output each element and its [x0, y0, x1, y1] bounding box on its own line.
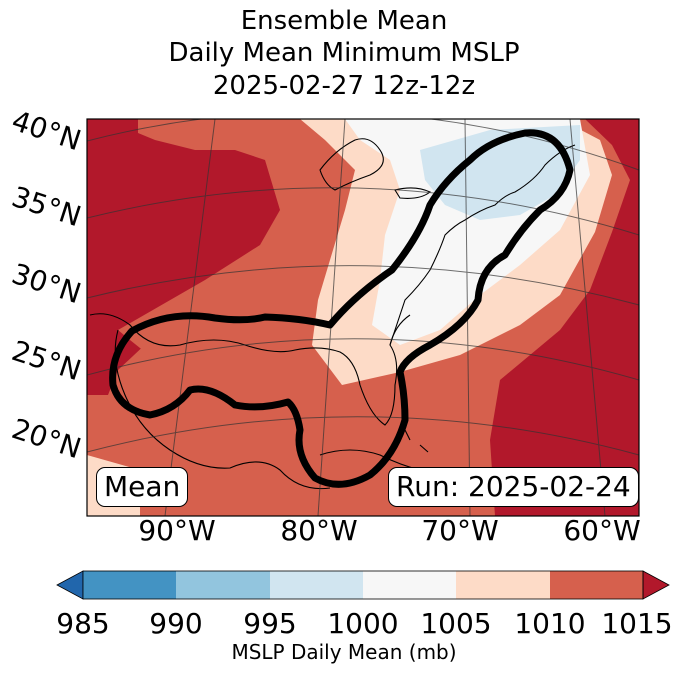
- run-label-box: Run: 2025-02-24: [388, 467, 639, 507]
- colorbar-extend-low: [56, 570, 84, 600]
- colorbar: [56, 570, 670, 600]
- great-lakes: [319, 138, 384, 191]
- colorbar-tick-985: 985: [56, 607, 110, 640]
- title-line-3: 2025-02-27 12z-12z: [212, 71, 476, 101]
- colorbar-bin-1000-1005: [363, 571, 456, 599]
- lon-label-60w: 60°W: [563, 514, 641, 547]
- lake-ontario: [394, 187, 432, 199]
- title-line-2: Daily Mean Minimum MSLP: [168, 38, 520, 68]
- colorbar-bin-995-1000: [270, 571, 363, 599]
- mean-label-box: Mean: [96, 467, 189, 507]
- colorbar-tick-1000: 1000: [327, 607, 399, 640]
- colorbar-bin-990-995: [176, 571, 270, 599]
- bahamas: [404, 429, 429, 453]
- lon-label-80w: 80°W: [280, 514, 358, 547]
- lon-label-70w: 70°W: [421, 514, 499, 547]
- meridian-60w: [569, 119, 606, 516]
- colorbar-bin-1010-1015: [550, 571, 643, 599]
- coastlines: [89, 138, 576, 490]
- parallel-30n: [87, 265, 639, 306]
- ensemble-contour: [109, 129, 574, 488]
- meridian-80w: [317, 119, 346, 516]
- colorbar-tick-995: 995: [243, 607, 297, 640]
- parallel-25n: [87, 338, 639, 381]
- parallel-35n: [87, 187, 639, 236]
- mslp-field: [87, 119, 639, 516]
- east-coast: [389, 144, 576, 346]
- colorbar-tick-1015: 1015: [601, 607, 673, 640]
- colorbar-extend-high: [642, 570, 670, 600]
- colorbar-tick-1010: 1010: [514, 607, 586, 640]
- map-frame: [86, 118, 640, 517]
- cuba: [319, 449, 421, 471]
- colorbar-frame: [82, 570, 644, 600]
- mexico-coast: [114, 329, 331, 490]
- parallel-20n: [87, 416, 639, 456]
- colorbar-bin-1005-1010: [456, 571, 550, 599]
- colorbar-label: MSLP Daily Mean (mb): [231, 640, 457, 664]
- colorbar-tick-990: 990: [149, 607, 203, 640]
- title-line-1: Ensemble Mean: [240, 6, 448, 36]
- colorbar-bin-985-990: [83, 571, 176, 599]
- colorbar-tick-1005: 1005: [420, 607, 492, 640]
- lon-label-90w: 90°W: [138, 514, 216, 547]
